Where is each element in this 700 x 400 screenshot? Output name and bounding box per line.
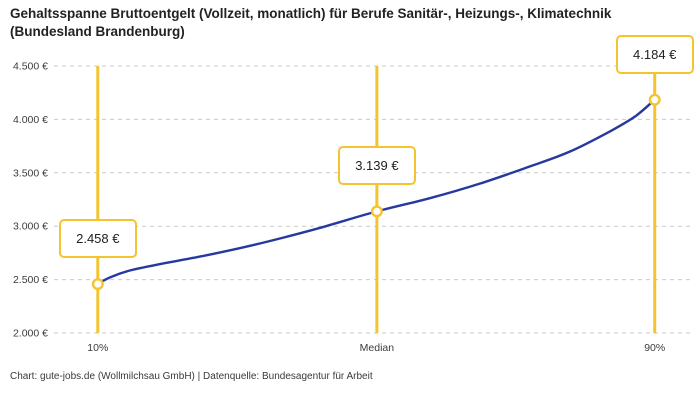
- x-axis-tick-label: 10%: [87, 342, 108, 354]
- salary-curve: [96, 98, 656, 286]
- value-label-10pct-text: 2.458 €: [76, 231, 120, 247]
- y-axis-tick-label: 2.000 €: [13, 328, 48, 340]
- value-label-10pct: 2.458 €: [58, 219, 137, 259]
- y-axis-tick-label: 4.000 €: [13, 114, 48, 126]
- source-attribution: Chart: gute-jobs.de (Wollmilchsau GmbH) …: [10, 371, 373, 382]
- value-label-median: 3.139 €: [337, 146, 416, 186]
- value-label-90pct: 4.184 €: [615, 34, 694, 74]
- y-axis-tick-label: 3.000 €: [13, 221, 48, 233]
- chart-title: Gehaltsspanne Bruttoentgelt (Vollzeit, m…: [10, 6, 612, 39]
- value-label-90pct-text: 4.184 €: [633, 46, 677, 62]
- data-point-marker: [370, 205, 383, 218]
- x-axis-tick-label: 90%: [644, 342, 665, 354]
- x-axis-tick-label: Median: [360, 342, 395, 354]
- data-point-marker: [91, 278, 104, 291]
- y-axis-tick-label: 4.500 €: [13, 61, 48, 73]
- data-point-marker: [648, 93, 661, 106]
- value-label-median-text: 3.139 €: [355, 158, 399, 174]
- y-axis-tick-label: 3.500 €: [13, 167, 48, 179]
- y-axis-tick-label: 2.500 €: [13, 274, 48, 286]
